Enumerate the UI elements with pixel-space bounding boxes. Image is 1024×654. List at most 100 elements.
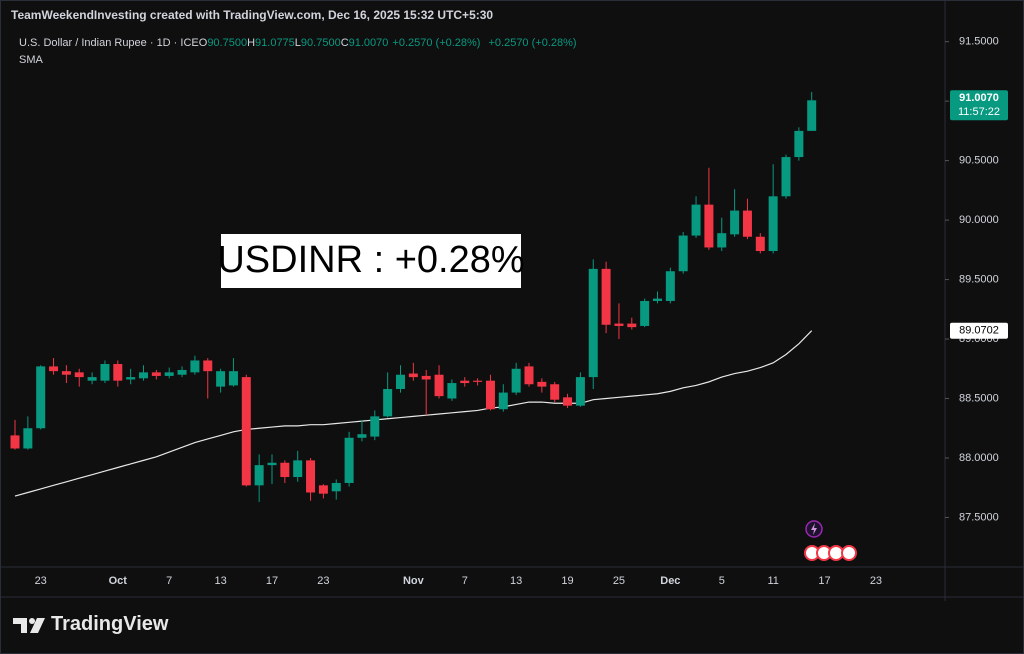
candle-body bbox=[280, 462, 290, 478]
candle-body bbox=[49, 366, 59, 372]
candle bbox=[49, 358, 59, 375]
x-tick-label: Oct bbox=[109, 575, 128, 587]
candle bbox=[601, 261, 611, 334]
candle-body bbox=[614, 323, 624, 326]
candle bbox=[653, 291, 662, 304]
candle bbox=[306, 457, 316, 501]
candle bbox=[524, 362, 534, 387]
candle bbox=[383, 372, 393, 418]
candle-body bbox=[511, 368, 521, 393]
candle bbox=[755, 233, 765, 254]
candle-body bbox=[126, 377, 136, 380]
candle-body bbox=[344, 437, 354, 483]
candle bbox=[421, 369, 431, 416]
candle-body bbox=[524, 366, 534, 385]
legend-value: 91.0070 bbox=[348, 37, 389, 49]
price-label: 91.0070 bbox=[959, 92, 999, 104]
candle bbox=[280, 460, 290, 483]
candle-body bbox=[768, 196, 778, 252]
legend-key: C bbox=[340, 37, 349, 49]
candle-body bbox=[665, 271, 675, 301]
annotation: USDINR : +0.28% bbox=[217, 239, 524, 281]
candle bbox=[498, 384, 508, 412]
candle bbox=[473, 378, 483, 386]
candle-body bbox=[691, 204, 701, 236]
candle bbox=[151, 369, 161, 380]
candle bbox=[396, 365, 405, 393]
candle-body bbox=[498, 392, 508, 410]
candle-body bbox=[318, 485, 328, 494]
candle bbox=[794, 127, 804, 161]
x-tick-label: 23 bbox=[35, 575, 47, 587]
candle bbox=[126, 368, 136, 385]
candle-body bbox=[370, 416, 380, 437]
x-tick-label: 11 bbox=[767, 575, 778, 587]
legend-key: H bbox=[247, 37, 256, 49]
candle bbox=[614, 303, 624, 340]
candle bbox=[10, 419, 20, 450]
candle bbox=[61, 365, 71, 384]
candle bbox=[267, 454, 277, 485]
candle-body bbox=[87, 377, 97, 381]
x-tick-label: 17 bbox=[266, 575, 278, 587]
candle bbox=[742, 198, 752, 240]
candle-body bbox=[408, 373, 418, 378]
candle bbox=[228, 358, 238, 387]
indicator-label: SMA bbox=[19, 54, 43, 66]
candle-body bbox=[216, 371, 226, 387]
candle bbox=[164, 367, 174, 379]
candle-body bbox=[653, 298, 662, 301]
candle-body bbox=[755, 236, 765, 252]
candle-body bbox=[627, 323, 637, 328]
candle bbox=[216, 368, 226, 393]
candle-body bbox=[473, 380, 483, 382]
candle bbox=[331, 479, 341, 500]
y-tick-label: 88.5000 bbox=[959, 392, 999, 404]
attribution: TeamWeekendInvesting created with Tradin… bbox=[11, 8, 494, 22]
candle bbox=[370, 410, 380, 441]
candle bbox=[485, 374, 495, 411]
candle bbox=[717, 217, 727, 252]
candle bbox=[640, 298, 650, 328]
logo-part bbox=[29, 618, 35, 624]
candle bbox=[511, 362, 521, 395]
candle-body bbox=[293, 460, 303, 478]
candle-body bbox=[794, 130, 804, 158]
candle bbox=[537, 378, 547, 393]
symbol: U.S. Dollar / Indian Rupee · 1D · ICE bbox=[19, 37, 199, 49]
candle-body bbox=[485, 380, 495, 410]
candle-body bbox=[575, 377, 585, 406]
legend-key: L bbox=[294, 37, 301, 49]
y-tick-label: 91.5000 bbox=[959, 36, 999, 48]
candle bbox=[691, 196, 701, 238]
candle-body bbox=[241, 377, 251, 486]
candle-body bbox=[36, 366, 46, 429]
candle-body bbox=[550, 384, 560, 400]
candle-body bbox=[228, 371, 238, 386]
x-tick-label: 23 bbox=[870, 575, 882, 587]
candle bbox=[665, 267, 675, 304]
candle bbox=[730, 189, 740, 237]
event-icon bbox=[841, 545, 857, 561]
candle-body bbox=[717, 233, 727, 248]
legend-value: 90.7500 bbox=[300, 37, 341, 49]
candle bbox=[74, 368, 84, 387]
brand-logo bbox=[13, 618, 45, 633]
candle-body bbox=[421, 375, 431, 380]
candle-body bbox=[460, 380, 470, 384]
candle-body bbox=[396, 374, 405, 390]
price-countdown: 11:57:22 bbox=[958, 106, 1000, 118]
candle bbox=[241, 374, 251, 487]
candle-body bbox=[74, 372, 84, 378]
candle-body bbox=[730, 210, 740, 235]
sma-label: 89.0702 bbox=[959, 325, 999, 337]
candle bbox=[678, 231, 688, 274]
candle-body bbox=[113, 364, 123, 381]
candle-body bbox=[640, 300, 650, 326]
candle bbox=[318, 484, 328, 499]
y-tick-label: 88.0000 bbox=[959, 452, 999, 464]
x-tick-label: Dec bbox=[660, 575, 680, 587]
candle-body bbox=[267, 462, 277, 466]
